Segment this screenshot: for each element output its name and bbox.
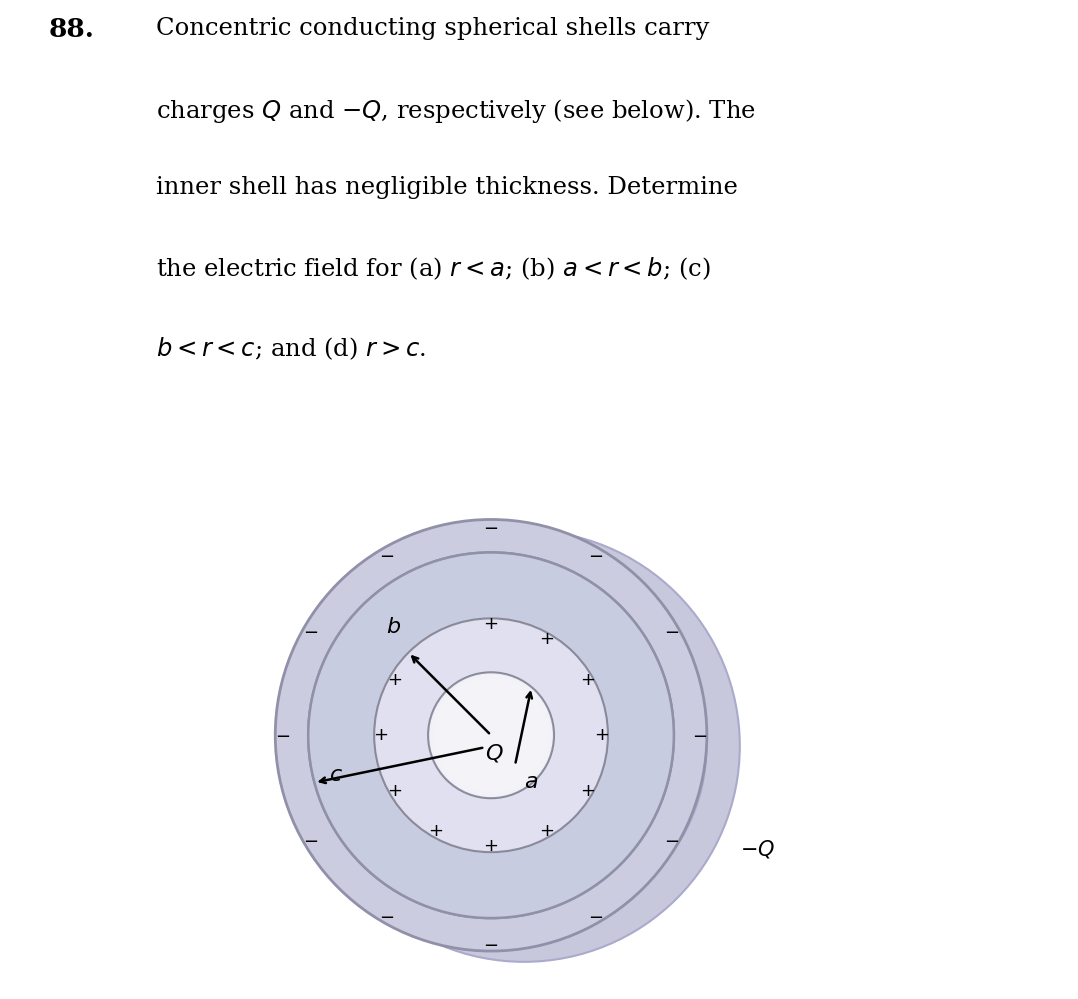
Circle shape <box>476 720 506 750</box>
Circle shape <box>462 706 520 764</box>
Circle shape <box>456 700 526 770</box>
Circle shape <box>465 709 517 761</box>
Text: $c$: $c$ <box>330 764 344 786</box>
Text: inner shell has negligible thickness. Determine: inner shell has negligible thickness. De… <box>156 176 738 199</box>
Text: Concentric conducting spherical shells carry: Concentric conducting spherical shells c… <box>156 17 709 40</box>
Circle shape <box>448 692 535 778</box>
Circle shape <box>308 552 674 918</box>
Text: $-$: $-$ <box>379 545 395 563</box>
Text: $-$: $-$ <box>303 830 318 848</box>
Text: $+$: $+$ <box>539 822 554 840</box>
Text: $-$: $-$ <box>379 907 395 925</box>
Text: $+$: $+$ <box>428 822 443 840</box>
Text: $+$: $+$ <box>539 630 554 648</box>
Text: $+$: $+$ <box>484 615 499 633</box>
Circle shape <box>471 715 511 755</box>
Text: $b < r < c$; and (d) $r > c$.: $b < r < c$; and (d) $r > c$. <box>156 335 426 362</box>
Circle shape <box>275 519 707 951</box>
Text: the electric field for (a) $r < a$; (b) $a < r < b$; (c): the electric field for (a) $r < a$; (b) … <box>156 256 711 282</box>
Text: 88.: 88. <box>49 17 95 42</box>
Circle shape <box>308 552 674 918</box>
Text: $-$: $-$ <box>664 622 679 640</box>
Text: $+$: $+$ <box>373 726 388 744</box>
Circle shape <box>433 678 549 792</box>
Circle shape <box>479 723 503 747</box>
Circle shape <box>428 672 554 798</box>
Circle shape <box>437 681 545 789</box>
Text: $+$: $+$ <box>387 781 402 800</box>
Circle shape <box>473 717 509 753</box>
Text: $+$: $+$ <box>580 670 595 689</box>
Circle shape <box>342 563 707 929</box>
Circle shape <box>451 695 531 775</box>
Text: $-$: $-$ <box>588 545 603 563</box>
Text: $-$: $-$ <box>692 726 707 744</box>
Circle shape <box>445 689 537 781</box>
Text: charges $Q$ and $-Q$, respectively (see below). The: charges $Q$ and $-Q$, respectively (see … <box>156 97 756 125</box>
Text: $-$: $-$ <box>275 726 290 744</box>
Text: $b$: $b$ <box>386 615 401 637</box>
Text: $a$: $a$ <box>524 771 538 793</box>
Text: $+$: $+$ <box>484 837 499 855</box>
Text: $Q$: $Q$ <box>485 742 503 764</box>
Circle shape <box>431 675 551 795</box>
Text: $-$: $-$ <box>303 622 318 640</box>
Circle shape <box>442 686 540 784</box>
Circle shape <box>308 530 740 962</box>
Text: $-$: $-$ <box>664 830 679 848</box>
Circle shape <box>374 618 608 852</box>
Text: $-$: $-$ <box>588 907 603 925</box>
Text: $-Q$: $-Q$ <box>740 838 775 860</box>
Circle shape <box>454 698 528 772</box>
Text: $-$: $-$ <box>483 935 499 953</box>
Circle shape <box>468 712 514 758</box>
Text: $+$: $+$ <box>580 781 595 800</box>
Circle shape <box>482 726 500 744</box>
Circle shape <box>428 672 554 798</box>
Circle shape <box>440 683 542 787</box>
Text: $-$: $-$ <box>483 517 499 535</box>
Circle shape <box>459 703 523 767</box>
Text: $+$: $+$ <box>594 726 609 744</box>
Text: $+$: $+$ <box>387 670 402 689</box>
